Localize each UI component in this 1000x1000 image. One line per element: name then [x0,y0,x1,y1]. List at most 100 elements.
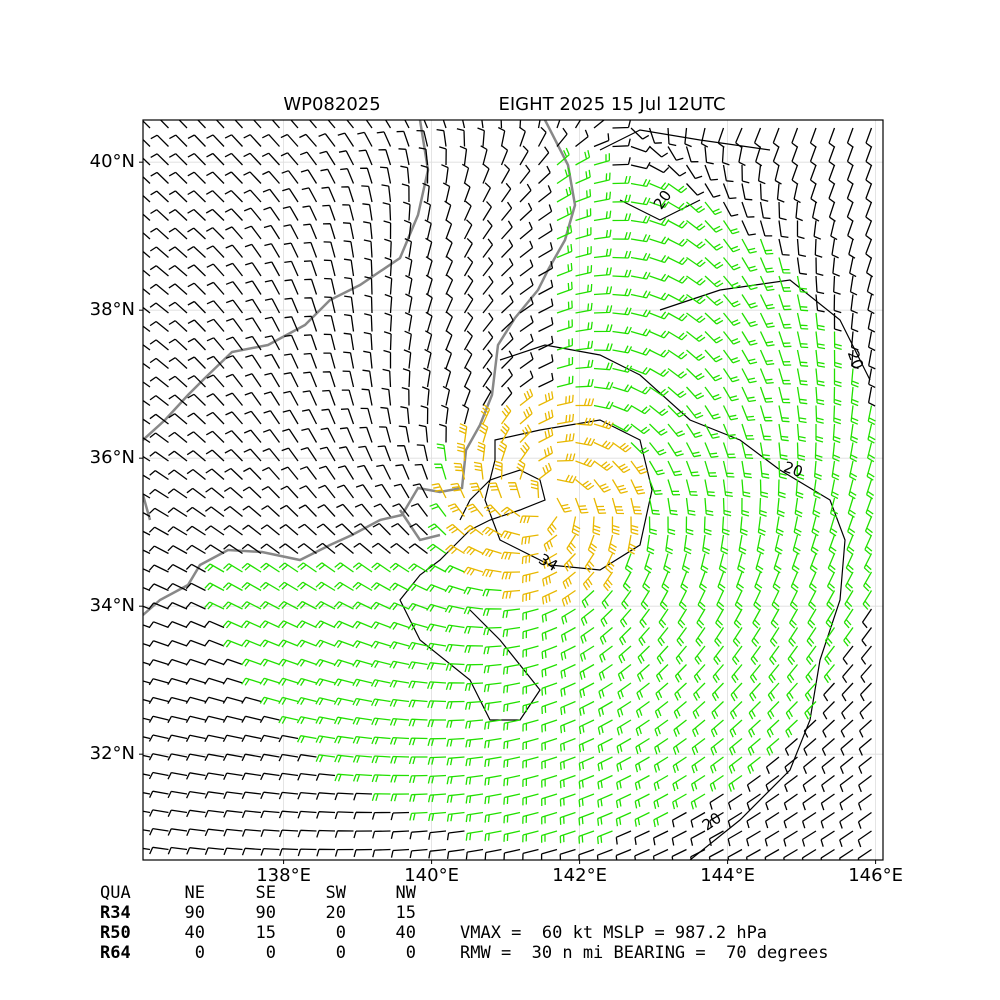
wind-barb [149,395,169,407]
wind-barb [538,298,554,314]
wind-barb [148,621,169,629]
wind-barb [827,553,836,574]
wind-barb [428,811,447,822]
x-tick-label: 138°E [256,865,311,886]
wind-barb [167,488,188,499]
wind-barb [444,565,465,574]
wind-barb [426,583,447,593]
wind-barb [538,427,554,444]
wind-barb [259,639,280,648]
wind-barb [205,190,225,203]
wind-barb [150,171,169,184]
wind-barb [769,645,780,666]
wind-barb [722,331,741,345]
wind-barb [323,352,336,369]
wind-barb [741,220,756,236]
wind-barb [587,534,598,555]
wind-barb [445,311,453,332]
wind-barb [316,542,336,555]
wind-barb [225,262,244,277]
wind-barb [186,828,206,836]
wind-barb [704,497,714,517]
wind-barb [297,543,317,555]
wind-barb [262,448,281,462]
wind-barb [187,134,206,147]
wind-barb [630,516,639,536]
wind-barb [822,719,835,738]
table-cell: 0 [336,943,346,963]
wind-barb [384,256,393,277]
wind-barb [813,460,822,481]
wind-barb [143,586,151,592]
wind-barb [702,534,711,555]
wind-barb [244,391,262,406]
wind-barb [541,737,558,751]
wind-barb [667,256,688,266]
wind-barb [776,183,785,203]
wind-barb [323,333,336,351]
wind-barb [578,811,595,826]
wind-barb [143,680,151,684]
table-cell: 90 [185,903,205,923]
wind-barb [810,183,818,204]
wind-barb [796,349,809,367]
wind-barb [469,482,484,499]
wind-barb [284,353,299,369]
wind-barb [420,405,429,425]
wind-barb [654,737,669,755]
wind-barb [243,207,262,221]
wind-barb [559,830,576,844]
wind-barb [278,696,299,705]
wind-barb [427,793,447,803]
wind-barb [372,848,391,858]
wind-barb [685,146,699,163]
wind-barb [364,257,373,277]
wind-barb [667,312,688,322]
wind-barb [143,120,151,129]
wind-barb [427,774,447,784]
wind-barb [759,183,769,202]
wind-barb [143,754,151,758]
wind-barb [649,255,670,264]
wind-barb [353,792,373,801]
wind-barb [337,132,355,147]
wind-barb [649,236,670,245]
wind-barb [334,848,354,857]
table-header: NE [185,883,205,903]
wind-barb [754,571,763,592]
wind-barb [334,735,354,744]
wind-barb [384,312,393,332]
wind-barb [621,590,632,610]
wind-barb [342,222,355,240]
wind-barb [556,206,572,222]
wind-barb [804,701,817,720]
wind-barb [427,523,447,536]
wind-barb [865,497,874,518]
wind-barb [747,738,761,756]
wind-barb [206,263,225,277]
wind-barb [371,793,391,801]
wind-barb [778,201,787,221]
wind-barb [319,446,336,462]
wind-barb [264,261,281,277]
wind-barb [672,756,687,773]
wind-barb [541,608,558,623]
wind-barb [241,658,262,667]
wind-barb [849,257,857,278]
wind-barb [143,624,151,629]
wind-barb [842,664,854,684]
wind-barb [259,658,280,667]
wind-barb [408,563,428,573]
wind-barb [522,830,539,843]
wind-barb [840,738,854,756]
wind-barb [315,697,336,706]
wind-barb [315,754,336,763]
wind-barb [592,516,601,536]
y-tick-label: 32°N [90,743,135,764]
wind-barb [482,163,490,184]
wind-barb [537,146,550,166]
wind-barb [352,773,373,782]
wind-barb [445,643,465,652]
wind-barb [278,658,299,667]
wind-barb [408,756,428,765]
